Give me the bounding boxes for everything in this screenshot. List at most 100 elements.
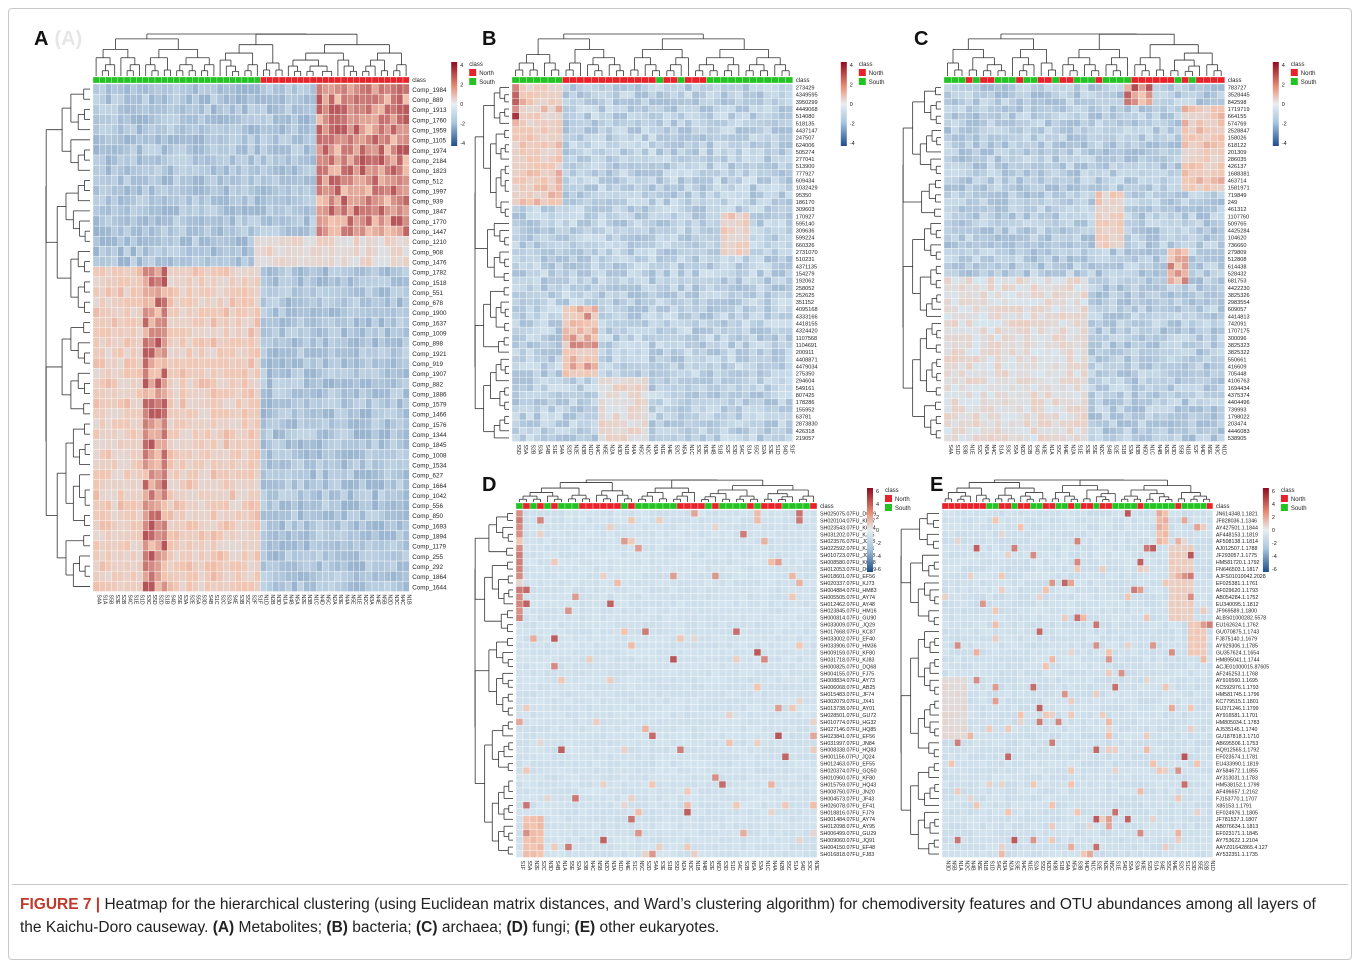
- heatmap-cell: [378, 286, 385, 298]
- heatmap-cell: [223, 357, 230, 369]
- heatmap-cell: [627, 326, 635, 335]
- heatmap-cell: [192, 215, 199, 227]
- heatmap-cell: [204, 378, 211, 389]
- heatmap-cell: [229, 550, 236, 562]
- heatmap-cell: [742, 369, 750, 378]
- heatmap-cell: [353, 388, 360, 399]
- column-label: N2A: [609, 445, 615, 456]
- heatmap-cell: [223, 104, 230, 115]
- heatmap-cell: [235, 134, 242, 146]
- heatmap-cell: [555, 212, 563, 221]
- heatmap-cell: [569, 219, 577, 228]
- heatmap-cell: [641, 412, 649, 421]
- heatmap-cell: [612, 126, 621, 135]
- heatmap-cell: [334, 144, 342, 156]
- heatmap-cell: [378, 408, 385, 420]
- class-cell: [1073, 76, 1081, 84]
- heatmap-cell: [136, 266, 143, 278]
- heatmap-cell: [179, 256, 187, 267]
- heatmap-cell: [371, 530, 379, 541]
- heatmap-cell: [727, 205, 736, 213]
- heatmap-cell: [742, 212, 750, 221]
- class-cell: [347, 76, 354, 84]
- heatmap-cell: [111, 489, 118, 501]
- heatmap-cell: [328, 418, 335, 430]
- heatmap-cell: [756, 176, 765, 185]
- column-label: N4A: [343, 595, 349, 606]
- heatmap-cell: [396, 428, 404, 440]
- heatmap-cell: [216, 550, 224, 562]
- heatmap-cell: [241, 530, 249, 541]
- heatmap-cell: [328, 134, 335, 146]
- heatmap-cell: [130, 175, 137, 186]
- heatmap-cell: [223, 246, 230, 257]
- class-cell: [334, 76, 342, 84]
- column-label: S3B: [238, 595, 244, 605]
- heatmap-cell: [353, 459, 360, 470]
- heatmap-cell: [297, 175, 304, 186]
- heatmap-cell: [278, 104, 286, 115]
- heatmap-cell: [591, 198, 599, 206]
- heatmap-cell: [526, 362, 534, 371]
- heatmap-cell: [92, 499, 100, 511]
- heatmap-cell: [663, 205, 671, 213]
- heatmap-cell: [316, 439, 323, 450]
- heatmap-cell: [371, 134, 379, 146]
- heatmap-cell: [136, 439, 143, 450]
- class-cell: [359, 76, 366, 84]
- heatmap-cell: [229, 195, 236, 206]
- heatmap-cell: [562, 269, 570, 278]
- heatmap-cell: [328, 337, 335, 349]
- heatmap-cell: [763, 241, 772, 249]
- row-label: Comp_939: [412, 199, 443, 206]
- heatmap-cell: [167, 439, 174, 450]
- heatmap-cell: [254, 530, 261, 541]
- heatmap-cell: [241, 154, 249, 166]
- heatmap-cell: [340, 317, 348, 328]
- heatmap-cell: [278, 307, 286, 318]
- heatmap-cell: [720, 198, 729, 206]
- heatmap-cell: [247, 398, 255, 409]
- heatmap-cell: [778, 112, 786, 120]
- heatmap-cell: [161, 550, 168, 562]
- heatmap-cell: [210, 266, 218, 278]
- heatmap-cell: [365, 307, 373, 318]
- heatmap-cell: [223, 93, 230, 105]
- heatmap-cell: [136, 296, 143, 308]
- heatmap-cell: [154, 317, 162, 328]
- heatmap-cell: [555, 155, 563, 163]
- heatmap-cell: [359, 368, 366, 379]
- heatmap-cell: [316, 246, 323, 257]
- heatmap-cell: [210, 104, 218, 115]
- heatmap-cell: [663, 391, 671, 399]
- heatmap-cell: [266, 489, 273, 501]
- heatmap-cell: [105, 317, 112, 328]
- heatmap-cell: [123, 114, 131, 125]
- heatmap-cell: [778, 312, 786, 321]
- heatmap-cell: [713, 98, 721, 106]
- heatmap-cell: [547, 398, 556, 406]
- heatmap-cell: [583, 98, 592, 106]
- heatmap-cell: [334, 469, 342, 481]
- heatmap-cell: [598, 391, 606, 399]
- heatmap-cell: [241, 489, 249, 501]
- heatmap-cell: [371, 459, 379, 470]
- heatmap-cell: [749, 183, 757, 192]
- heatmap-cell: [229, 378, 236, 389]
- heatmap-cell: [303, 195, 311, 206]
- heatmap-cell: [378, 175, 385, 186]
- heatmap-cell: [285, 307, 292, 318]
- heatmap-cell: [591, 241, 599, 249]
- heatmap-cell: [328, 520, 335, 531]
- heatmap-cell: [526, 291, 534, 299]
- heatmap-cell: [713, 312, 721, 321]
- heatmap-cell: [142, 134, 149, 146]
- heatmap-cell: [136, 530, 143, 541]
- heatmap-cell: [105, 418, 112, 430]
- heatmap-cell: [347, 428, 354, 440]
- heatmap-cell: [309, 246, 317, 257]
- heatmap-cell: [210, 225, 218, 237]
- heatmap-cell: [547, 205, 556, 213]
- heatmap-cell: [691, 162, 700, 170]
- heatmap-cell: [619, 326, 628, 335]
